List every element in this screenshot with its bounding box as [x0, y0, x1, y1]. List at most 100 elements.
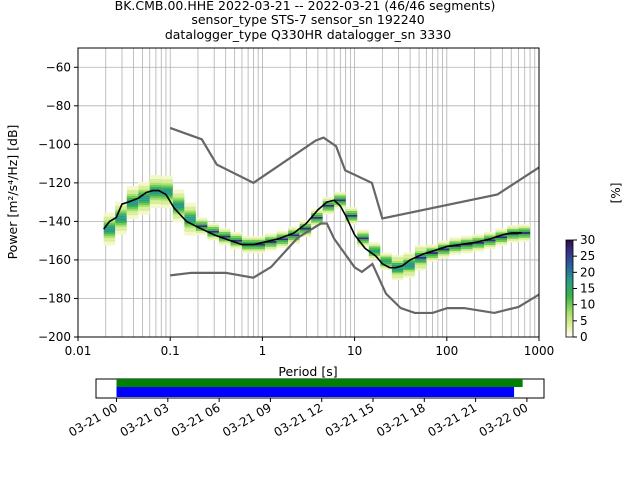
- heatmap-cell: [437, 254, 450, 257]
- time-tick-label: 03-21 00: [66, 400, 120, 439]
- heatmap-cell: [207, 236, 219, 239]
- heatmap-cell: [403, 264, 415, 267]
- colorbar-tick-label: 30: [580, 233, 595, 247]
- heatmap-cell: [161, 187, 173, 190]
- x-tick-label: 100: [435, 344, 458, 358]
- heatmap-cell: [449, 241, 461, 244]
- heatmap-cell: [115, 232, 127, 235]
- y-tick-label: −140: [38, 214, 71, 228]
- heatmap-cell: [103, 212, 116, 215]
- heatmap-cell: [414, 264, 427, 267]
- heatmap-cell: [484, 247, 496, 250]
- heatmap-cell: [507, 230, 519, 233]
- heatmap-cell: [484, 239, 496, 242]
- heatmap-cell: [322, 208, 335, 211]
- heatmap-cell: [518, 235, 531, 238]
- heatmap-cell: [265, 248, 277, 251]
- heatmap-cell: [276, 245, 289, 248]
- heatmap-cell: [115, 219, 127, 222]
- heatmap-cell: [403, 271, 415, 274]
- heatmap-cell: [380, 256, 392, 259]
- heatmap-cell: [253, 235, 266, 238]
- time-tick-label: 03-21 06: [169, 400, 223, 439]
- noise-model-low-line: [170, 222, 540, 315]
- heatmap-cell: [380, 268, 392, 271]
- heatmap-cell: [172, 204, 185, 207]
- heatmap-cell: [207, 230, 219, 233]
- heatmap-cell: [184, 225, 196, 228]
- figure-title-line3: datalogger_type Q330HR datalogger_sn 333…: [165, 27, 451, 42]
- heatmap-cell: [126, 201, 139, 204]
- heatmap-cell: [311, 214, 323, 217]
- heatmap-cell: [380, 262, 392, 265]
- heatmap-cell: [357, 233, 369, 236]
- heatmap-cell: [126, 215, 139, 218]
- heatmap-cell: [103, 233, 116, 236]
- colorbar-tick-label: 25: [580, 249, 595, 263]
- heatmap-cell: [161, 185, 173, 188]
- heatmap-cell: [138, 208, 150, 211]
- heatmap-cell: [149, 194, 162, 197]
- heatmap-cell: [345, 220, 358, 223]
- heatmap-cell: [149, 176, 162, 179]
- heatmap-cell: [299, 235, 312, 238]
- heatmap-cell: [172, 218, 185, 221]
- heatmap-cell: [449, 243, 461, 246]
- x-axis-ticks: 0.01 0.1 1 10 100 1000: [65, 337, 554, 358]
- heatmap-cell: [460, 237, 473, 240]
- heatmap-cell: [345, 218, 358, 221]
- heatmap-cell: [460, 245, 473, 248]
- heatmap-cell: [334, 203, 346, 206]
- heatmap-cell: [103, 243, 116, 246]
- heatmap-cell: [368, 255, 381, 258]
- y-tick-label: −160: [38, 253, 71, 267]
- heatmap-cell: [103, 237, 116, 240]
- colorbar-label: [%]: [609, 183, 623, 204]
- heatmap-cell: [126, 191, 139, 194]
- heatmap-cell: [380, 254, 392, 257]
- heatmap-cell: [253, 239, 266, 242]
- heatmap-cell: [472, 234, 485, 237]
- heatmap-cell: [218, 243, 231, 246]
- heatmap-cell: [460, 251, 473, 254]
- heatmap-cell: [299, 227, 312, 230]
- heatmap-cell: [218, 229, 231, 232]
- heatmap-cell: [484, 243, 496, 246]
- colorbar-tick-label: 5: [580, 314, 588, 328]
- heatmap-cell: [161, 192, 173, 195]
- heatmap-cell: [161, 200, 173, 203]
- heatmap-cell: [403, 256, 415, 259]
- heatmap-cell: [518, 239, 531, 242]
- heatmap-cell: [230, 239, 243, 242]
- heatmap-cell: [357, 235, 369, 238]
- heatmap-cell: [149, 182, 162, 185]
- heatmap-cell: [115, 217, 127, 220]
- heatmap-cell: [276, 238, 289, 241]
- heatmap-cell: [507, 227, 519, 230]
- heatmap-cell: [357, 241, 369, 244]
- heatmap-cell: [149, 198, 162, 201]
- time-tick-label: 03-21 15: [323, 400, 377, 439]
- heatmap-cell: [149, 184, 162, 187]
- heatmap-cell: [380, 252, 392, 255]
- heatmap-cell: [115, 230, 127, 233]
- heatmap-cell: [426, 244, 438, 247]
- heatmap-cell: [495, 228, 508, 231]
- heatmap-cell: [426, 257, 438, 260]
- heatmap-cell: [184, 212, 196, 215]
- heatmap-cell: [437, 250, 450, 253]
- heatmap-cell: [103, 216, 116, 219]
- heatmap-cell: [149, 202, 162, 205]
- heatmap-cell: [184, 202, 196, 205]
- heatmap-cell: [311, 216, 323, 219]
- heatmap-cell: [265, 235, 277, 238]
- heatmap-cell: [149, 200, 162, 203]
- heatmap-cell: [138, 189, 150, 192]
- heatmap-cell: [322, 198, 335, 201]
- heatmap-cell: [426, 252, 438, 255]
- heatmap-cell: [184, 206, 196, 209]
- noise-models: [169, 126, 540, 315]
- heatmap-cell: [265, 244, 277, 247]
- heatmap-cell: [138, 185, 150, 188]
- heatmap-cell: [426, 246, 438, 249]
